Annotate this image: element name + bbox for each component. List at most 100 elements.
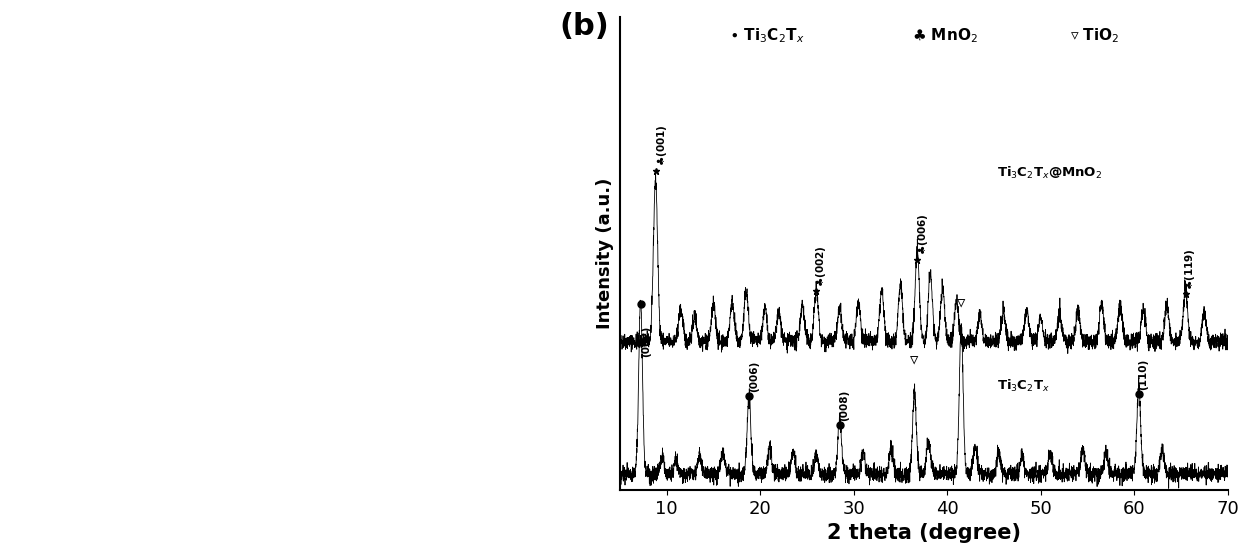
Ellipse shape (72, 246, 77, 250)
Text: (008): (008) (839, 389, 849, 421)
Ellipse shape (445, 361, 450, 365)
Ellipse shape (105, 28, 107, 30)
Ellipse shape (48, 78, 52, 80)
Text: $\clubsuit$ MnO$_2$: $\clubsuit$ MnO$_2$ (911, 26, 977, 45)
Ellipse shape (525, 438, 528, 440)
Ellipse shape (61, 346, 66, 350)
Ellipse shape (503, 165, 505, 166)
Ellipse shape (202, 388, 203, 390)
Ellipse shape (187, 107, 190, 108)
Ellipse shape (76, 429, 81, 433)
Ellipse shape (342, 240, 362, 295)
Ellipse shape (128, 390, 131, 392)
Ellipse shape (355, 267, 372, 311)
Ellipse shape (441, 157, 444, 159)
Ellipse shape (145, 230, 156, 239)
Ellipse shape (128, 439, 133, 442)
Ellipse shape (379, 237, 383, 240)
Ellipse shape (361, 236, 377, 255)
Ellipse shape (33, 440, 37, 443)
Ellipse shape (368, 368, 393, 388)
Ellipse shape (290, 319, 299, 326)
Ellipse shape (554, 262, 558, 265)
Ellipse shape (84, 493, 100, 505)
Ellipse shape (262, 193, 269, 198)
Ellipse shape (521, 205, 526, 209)
Ellipse shape (203, 165, 212, 172)
Ellipse shape (92, 362, 95, 365)
Ellipse shape (427, 165, 461, 193)
Ellipse shape (484, 367, 489, 370)
Ellipse shape (184, 189, 188, 193)
Text: $\triangledown$: $\triangledown$ (956, 295, 966, 312)
Text: Ti$_3$C$_2$T$_x$: Ti$_3$C$_2$T$_x$ (997, 378, 1049, 394)
Ellipse shape (520, 90, 523, 94)
Ellipse shape (522, 304, 525, 305)
Text: $\clubsuit$(006): $\clubsuit$(006) (916, 214, 930, 256)
Text: $\triangledown$: $\triangledown$ (909, 352, 920, 370)
X-axis label: 2 theta (degree): 2 theta (degree) (827, 524, 1021, 544)
Ellipse shape (463, 302, 472, 310)
Ellipse shape (363, 292, 387, 331)
Text: (a): (a) (30, 25, 78, 54)
Ellipse shape (477, 159, 480, 160)
Text: (006): (006) (750, 360, 760, 392)
Ellipse shape (110, 86, 114, 89)
Ellipse shape (157, 247, 166, 255)
Text: Ti$_3$C$_2$T$_x$@MnO$_2$: Ti$_3$C$_2$T$_x$@MnO$_2$ (997, 165, 1102, 181)
Ellipse shape (93, 426, 95, 427)
Ellipse shape (389, 134, 453, 180)
Ellipse shape (413, 382, 429, 395)
Text: (110): (110) (1138, 359, 1148, 390)
Text: $\clubsuit$(002): $\clubsuit$(002) (813, 245, 828, 287)
Ellipse shape (104, 483, 115, 493)
Ellipse shape (562, 70, 564, 72)
Ellipse shape (355, 53, 358, 55)
Ellipse shape (136, 33, 138, 35)
Ellipse shape (156, 164, 161, 167)
Text: $\bullet$ Ti$_3$C$_2$T$_x$: $\bullet$ Ti$_3$C$_2$T$_x$ (729, 26, 805, 45)
Ellipse shape (82, 290, 86, 294)
Ellipse shape (86, 368, 88, 369)
Ellipse shape (169, 152, 174, 155)
Ellipse shape (97, 425, 100, 428)
Ellipse shape (402, 30, 404, 32)
Ellipse shape (356, 251, 358, 252)
Ellipse shape (185, 408, 188, 411)
Ellipse shape (16, 357, 20, 360)
Ellipse shape (484, 291, 486, 292)
Ellipse shape (529, 159, 532, 161)
Y-axis label: Intensity (a.u.): Intensity (a.u.) (596, 178, 615, 329)
Ellipse shape (22, 16, 24, 17)
Ellipse shape (389, 392, 408, 408)
Ellipse shape (55, 185, 60, 188)
Ellipse shape (20, 128, 25, 131)
Ellipse shape (443, 439, 448, 442)
Ellipse shape (222, 240, 223, 241)
Ellipse shape (443, 136, 469, 156)
Ellipse shape (337, 388, 341, 390)
Ellipse shape (548, 263, 549, 265)
Ellipse shape (543, 128, 546, 130)
Ellipse shape (346, 388, 348, 389)
Ellipse shape (334, 266, 347, 291)
Text: (002): (002) (641, 326, 651, 357)
Text: $\triangledown$ TiO$_2$: $\triangledown$ TiO$_2$ (1070, 26, 1118, 45)
Ellipse shape (146, 121, 149, 123)
Text: (b): (b) (559, 12, 609, 41)
Text: $\clubsuit$(001): $\clubsuit$(001) (655, 125, 670, 166)
Ellipse shape (419, 31, 425, 35)
Text: $\clubsuit$(119): $\clubsuit$(119) (1183, 248, 1197, 290)
Text: 500 nm: 500 nm (237, 463, 352, 491)
Ellipse shape (551, 404, 556, 408)
Ellipse shape (324, 436, 329, 440)
Ellipse shape (270, 355, 273, 356)
Ellipse shape (97, 383, 99, 385)
Ellipse shape (542, 371, 544, 373)
Ellipse shape (233, 342, 241, 348)
Ellipse shape (372, 140, 373, 141)
Ellipse shape (22, 90, 27, 94)
Ellipse shape (118, 303, 125, 309)
Ellipse shape (107, 261, 109, 262)
Ellipse shape (236, 397, 238, 398)
